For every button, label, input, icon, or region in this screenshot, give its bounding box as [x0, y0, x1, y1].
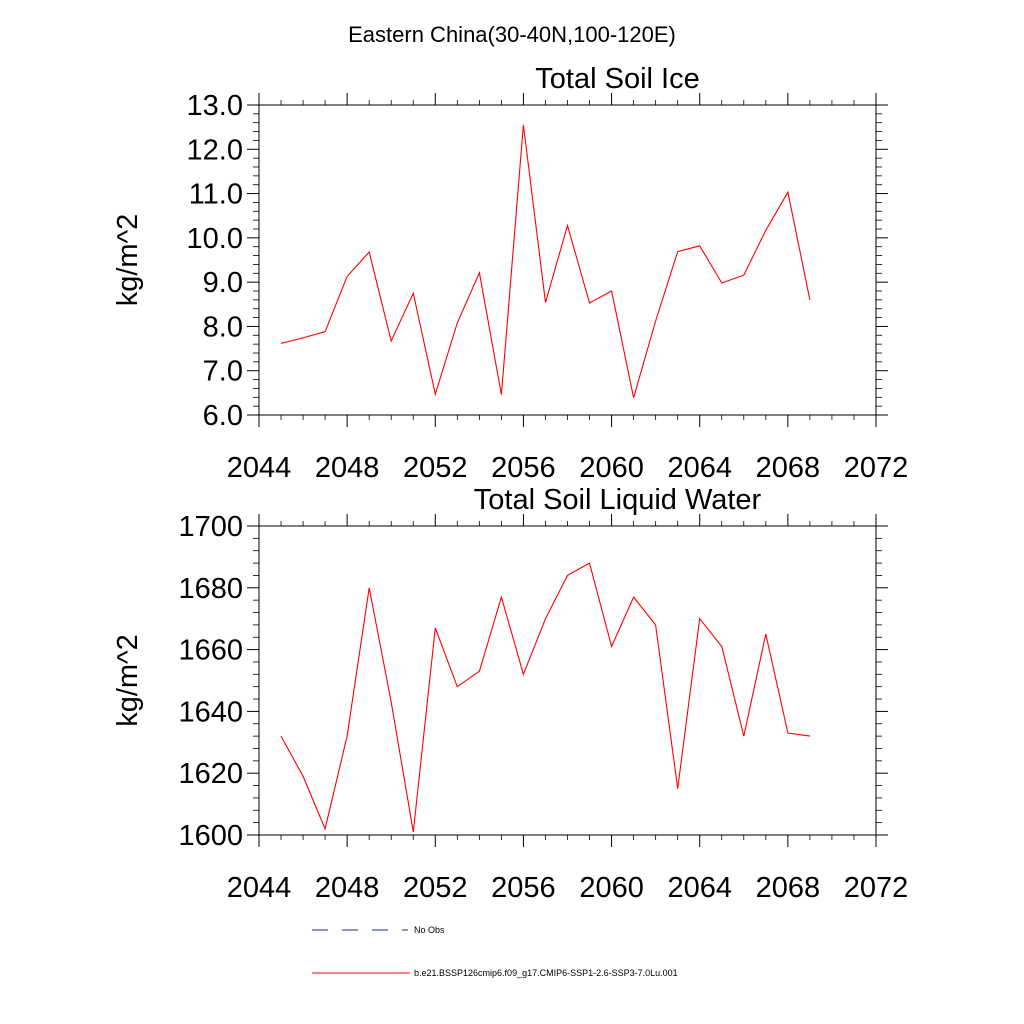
x-tick-label: 2052 [403, 872, 468, 904]
y-tick-label: 1700 [178, 511, 243, 543]
y-tick-label: 11.0 [189, 179, 243, 211]
legend: No Obs b.e21.BSSP126cmip6.f09_g17.CMIP6-… [312, 925, 678, 978]
y-tick-label: 1680 [178, 573, 243, 605]
legend-entry-no-obs: No Obs [312, 925, 445, 935]
figure-suptitle: Eastern China(30-40N,100-120E) [348, 22, 676, 47]
y-tick-label: 1640 [178, 696, 243, 728]
x-tick-label: 2060 [579, 872, 644, 904]
x-tick-label: 2072 [844, 872, 909, 904]
legend-label: No Obs [414, 925, 445, 935]
x-tick-label: 2044 [227, 452, 292, 484]
x-tick-label: 2072 [844, 452, 909, 484]
panel-title: Total Soil Liquid Water [474, 484, 762, 516]
x-tick-label: 2064 [667, 872, 732, 904]
x-tick-label: 2068 [756, 452, 821, 484]
y-tick-label: 6.0 [203, 400, 243, 432]
x-tick-label: 2068 [756, 872, 821, 904]
panel-total-soil-liquid-water: 2044 2048 2052 2056 2060 2064 2068 2072 1600 1620… [112, 484, 908, 904]
x-tick-label: 2044 [227, 872, 292, 904]
x-tick-label: 2064 [667, 452, 732, 484]
y-tick-label: 13.0 [187, 90, 243, 122]
y-tick-label: 12.0 [187, 134, 243, 166]
y-tick-label: 9.0 [203, 267, 243, 299]
x-tick-label: 2048 [315, 872, 380, 904]
x-tick-label: 2056 [491, 452, 556, 484]
y-tick-label: 10.0 [187, 223, 243, 255]
series-line [280, 124, 811, 398]
legend-entry-model-run: b.e21.BSSP126cmip6.f09_g17.CMIP6-SSP1-2.… [312, 968, 678, 978]
legend-label: b.e21.BSSP126cmip6.f09_g17.CMIP6-SSP1-2.… [414, 968, 678, 978]
x-tick-label: 2048 [315, 452, 380, 484]
panel-total-soil-ice: 2044 2048 2052 2056 2060 2064 2068 2072 6.0 7.0 8.… [112, 63, 908, 484]
y-tick-label: 1660 [178, 635, 243, 667]
series-line [280, 562, 810, 832]
y-axis-label: kg/m^2 [112, 634, 144, 727]
y-axis-label: kg/m^2 [112, 214, 144, 307]
x-tick-label: 2056 [491, 872, 556, 904]
y-tick-label: 7.0 [203, 356, 243, 388]
y-tick-label: 1620 [178, 758, 243, 790]
y-tick-label: 8.0 [203, 311, 243, 343]
panel-title: Total Soil Ice [535, 63, 699, 95]
x-tick-label: 2052 [403, 452, 468, 484]
x-tick-label: 2060 [579, 452, 644, 484]
y-tick-label: 1600 [178, 820, 243, 852]
